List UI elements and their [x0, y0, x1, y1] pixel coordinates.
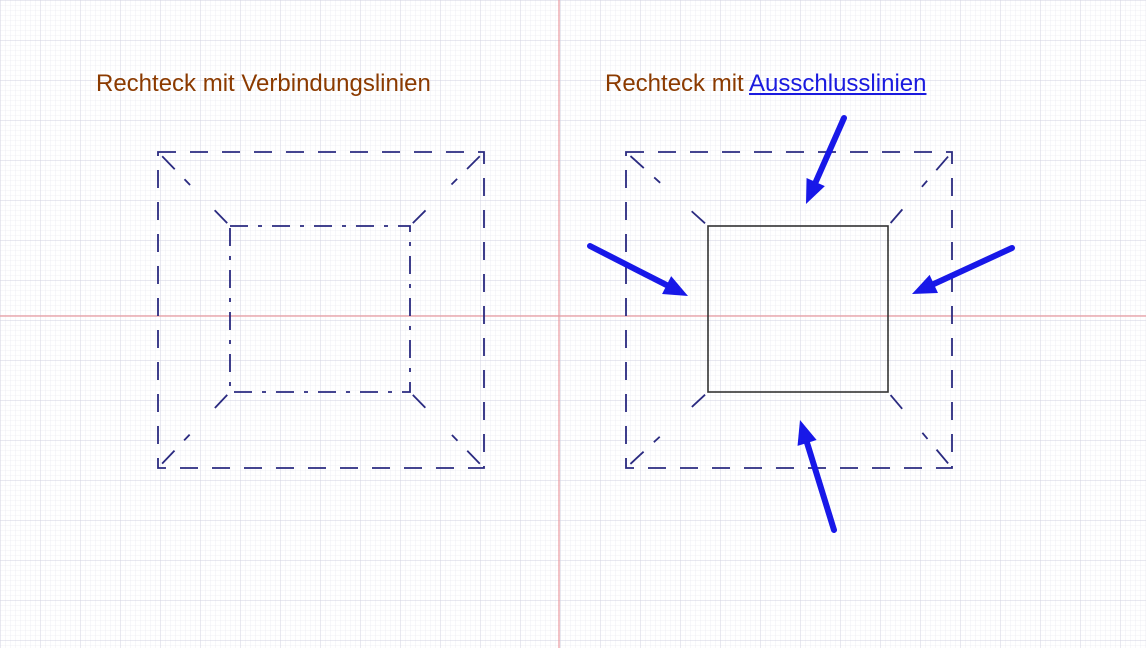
- right-title: Rechteck mit Ausschlusslinien: [605, 70, 926, 98]
- diagram-canvas: Rechteck mit Verbindungslinien Rechteck …: [0, 0, 1146, 648]
- right-title-link[interactable]: Ausschlusslinien: [749, 70, 926, 97]
- left-title: Rechteck mit Verbindungslinien: [96, 70, 431, 98]
- right-title-prefix: Rechteck mit: [605, 70, 749, 97]
- left-title-text: Rechteck mit Verbindungslinien: [96, 70, 431, 97]
